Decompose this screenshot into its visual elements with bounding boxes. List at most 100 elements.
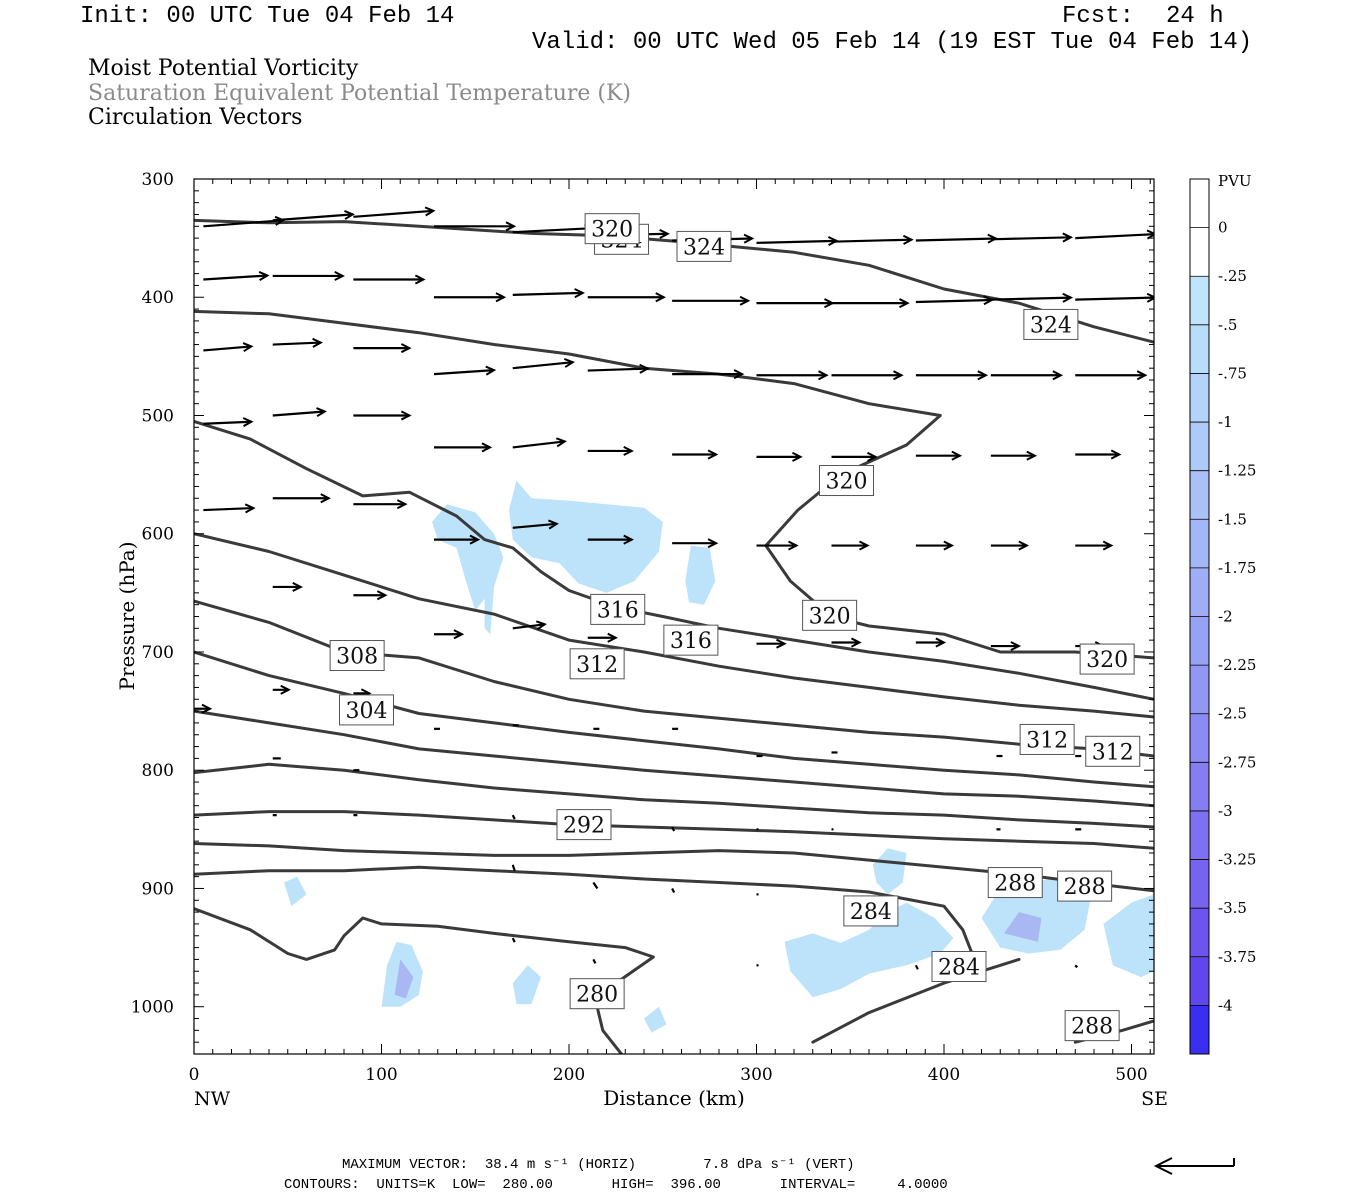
colorbar-swatch [1190, 713, 1209, 763]
colorbar-swatch [1190, 567, 1209, 617]
pv-shaded-region [484, 569, 494, 635]
contour-label: 284 [931, 951, 987, 982]
contour-label: 312 [1019, 723, 1075, 755]
circulation-vector [434, 221, 517, 232]
theta-es-contour-312 [194, 532, 1154, 719]
contour-label: 288 [987, 867, 1043, 899]
svg-text:320: 320 [591, 218, 633, 243]
svg-text:316: 316 [670, 629, 712, 654]
y-tick-label: 900 [142, 879, 174, 899]
pv-shaded-region [509, 480, 663, 593]
pv-shaded-region [685, 545, 716, 605]
colorbar-swatch [1190, 956, 1209, 1006]
svg-text:312: 312 [576, 653, 618, 678]
forecast-label: Fcst: [1062, 3, 1135, 30]
circulation-vector [434, 292, 507, 303]
x-axis-label: Distance (km) [603, 1086, 745, 1110]
pv-shaded-region [644, 1006, 667, 1033]
x-tick-label: 0 [189, 1065, 200, 1085]
y-tick-label: 600 [142, 525, 174, 545]
circulation-vector [831, 234, 914, 245]
y-tick-label: 400 [142, 288, 174, 308]
circulation-vector [587, 445, 634, 456]
x-tick-label: 500 [1115, 1065, 1147, 1085]
colorbar-label: -3 [1218, 802, 1233, 820]
contour-label: 320 [584, 213, 640, 245]
svg-text:324: 324 [1030, 313, 1072, 338]
contour-label: 292 [556, 809, 612, 841]
contour-label: 288 [1064, 1010, 1120, 1042]
circulation-vector [756, 638, 787, 649]
pv-shaded-region [872, 848, 907, 895]
circulation-vector [272, 407, 327, 418]
colorbar-label: -2.75 [1218, 753, 1256, 771]
circulation-vector [1075, 229, 1154, 240]
colorbar-label: -2.5 [1218, 705, 1247, 723]
colorbar-swatch [1190, 373, 1209, 423]
colorbar-label: -3.5 [1218, 899, 1247, 917]
theta-es-contour-316 [194, 419, 1154, 701]
pv-shaded-region [512, 965, 541, 1005]
y-axis-label: Pressure (hPa) [115, 542, 139, 691]
circulation-vector [194, 703, 213, 714]
circulation-vector [353, 343, 412, 354]
contour-label: 284 [843, 895, 899, 927]
circulation-vector [512, 223, 595, 234]
colorbar-units: PVU [1218, 172, 1252, 190]
colorbar-label: -2.25 [1218, 656, 1256, 674]
circulation-vector [353, 499, 408, 510]
colorbar-swatch [1190, 470, 1209, 520]
colorbar-label: -1.25 [1218, 462, 1256, 480]
circulation-vector [831, 540, 870, 551]
pv-colorbar: 0 -.25 -.5 -.75 -1 -1.25 -1.5 -1.75 -2 -2.25 -2.5 -… [1189, 178, 1256, 1055]
svg-text:312: 312 [1092, 740, 1134, 765]
colorbar-label: -4 [1218, 996, 1233, 1014]
contour-label: 324 [1023, 308, 1079, 340]
colorbar-swatch [1190, 179, 1209, 229]
colorbar-label: -1.5 [1218, 510, 1247, 528]
circulation-vector [203, 342, 254, 353]
circulation-vector [592, 881, 599, 890]
colorbar-label: -3.25 [1218, 851, 1256, 869]
svg-text:320: 320 [809, 604, 851, 629]
reference-vector-arrow [1153, 1157, 1235, 1175]
theta-es-contour-292 [194, 810, 1154, 850]
colorbar-label: -.75 [1218, 364, 1247, 382]
circulation-vector [272, 493, 331, 504]
circulation-vector [512, 357, 575, 370]
forecast-hour: 24 h [1166, 3, 1224, 30]
circulation-vector [756, 236, 839, 247]
svg-text:288: 288 [1071, 1015, 1113, 1040]
svg-text:320: 320 [1086, 648, 1128, 673]
x-axis-right-end-label: SE [1141, 1088, 1168, 1110]
circulation-vector [1075, 370, 1148, 381]
colorbar-label: -1.75 [1218, 559, 1256, 577]
colorbar-label: -1 [1218, 413, 1233, 431]
circulation-vector [353, 410, 412, 421]
svg-text:284: 284 [850, 900, 892, 925]
circulation-vector [672, 538, 719, 549]
circulation-vector [353, 590, 388, 601]
y-tick-label: 800 [142, 761, 174, 781]
colorbar-swatch [1190, 519, 1209, 569]
x-tick-label: 300 [740, 1065, 772, 1085]
x-tick-label: 100 [365, 1065, 397, 1085]
circulation-vector [433, 365, 497, 376]
colorbar-swatch [1190, 616, 1209, 666]
pv-shaded-region [284, 876, 307, 907]
init-time: Init: 00 UTC Tue 04 Feb 14 [80, 3, 455, 30]
colorbar-swatch [1190, 1005, 1209, 1055]
circulation-vector [434, 534, 481, 545]
colorbar-label: -.25 [1218, 267, 1247, 285]
x-tick-label: 200 [553, 1065, 585, 1085]
pv-shaded-region [1103, 894, 1154, 978]
circulation-vector [831, 451, 878, 462]
circulation-vector [756, 370, 829, 381]
colorbar-swatch [1190, 324, 1209, 374]
circulation-vector [756, 298, 835, 309]
circulation-vector [915, 370, 989, 381]
svg-text:324: 324 [683, 235, 725, 260]
contour-labels: 3243243243203203203203163163123123123083… [329, 213, 1141, 1042]
svg-text:288: 288 [994, 872, 1036, 897]
